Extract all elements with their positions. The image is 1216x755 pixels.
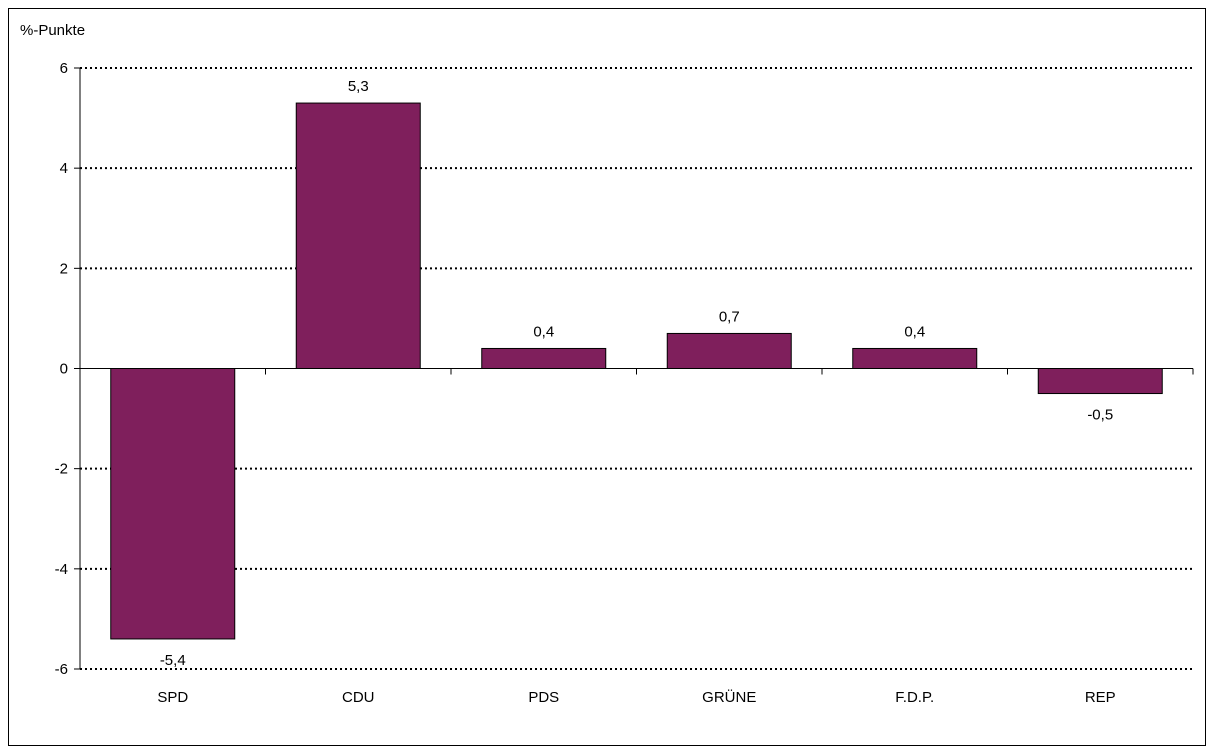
data-label: 0,7 <box>719 308 740 325</box>
bar-f-d-p- <box>852 347 978 370</box>
bar-cdu <box>295 102 421 370</box>
data-label: -0,5 <box>1087 407 1113 424</box>
y-axis-unit-label: %-Punkte <box>20 22 86 39</box>
y-tick-label: -4 <box>55 561 68 578</box>
bar-spd <box>110 368 236 640</box>
x-tick-label: F.D.P. <box>895 689 934 706</box>
data-label: 0,4 <box>904 323 925 340</box>
x-tick-label: CDU <box>342 689 375 706</box>
y-tick-label: 4 <box>60 160 68 177</box>
x-tick-label: REP <box>1085 689 1116 706</box>
y-tick-label: 0 <box>60 361 68 378</box>
y-tick-label: 6 <box>60 60 68 77</box>
x-tick-label: PDS <box>528 689 559 706</box>
y-tick-label: 2 <box>60 260 68 277</box>
bar-gr-ne <box>666 332 792 370</box>
x-tick-label: GRÜNE <box>702 688 756 706</box>
y-tick-label: -2 <box>55 461 68 478</box>
data-labels: -5,4 5,3 0,4 0,7 0,4 -0,5 <box>160 78 1113 669</box>
bars <box>110 102 1163 640</box>
grid-lines <box>80 67 1193 670</box>
bar-rep <box>1037 368 1163 395</box>
x-tick-label: SPD <box>157 689 188 706</box>
data-label: 0,4 <box>533 323 554 340</box>
data-label: -5,4 <box>160 652 186 669</box>
bar-pds <box>481 347 607 370</box>
axes: -6 -4 -2 0 2 4 6 SPD CDU PDS GRÜNE F.D.P. REP <box>55 60 1194 706</box>
data-label: 5,3 <box>348 78 369 95</box>
y-tick-label: -6 <box>55 661 68 678</box>
